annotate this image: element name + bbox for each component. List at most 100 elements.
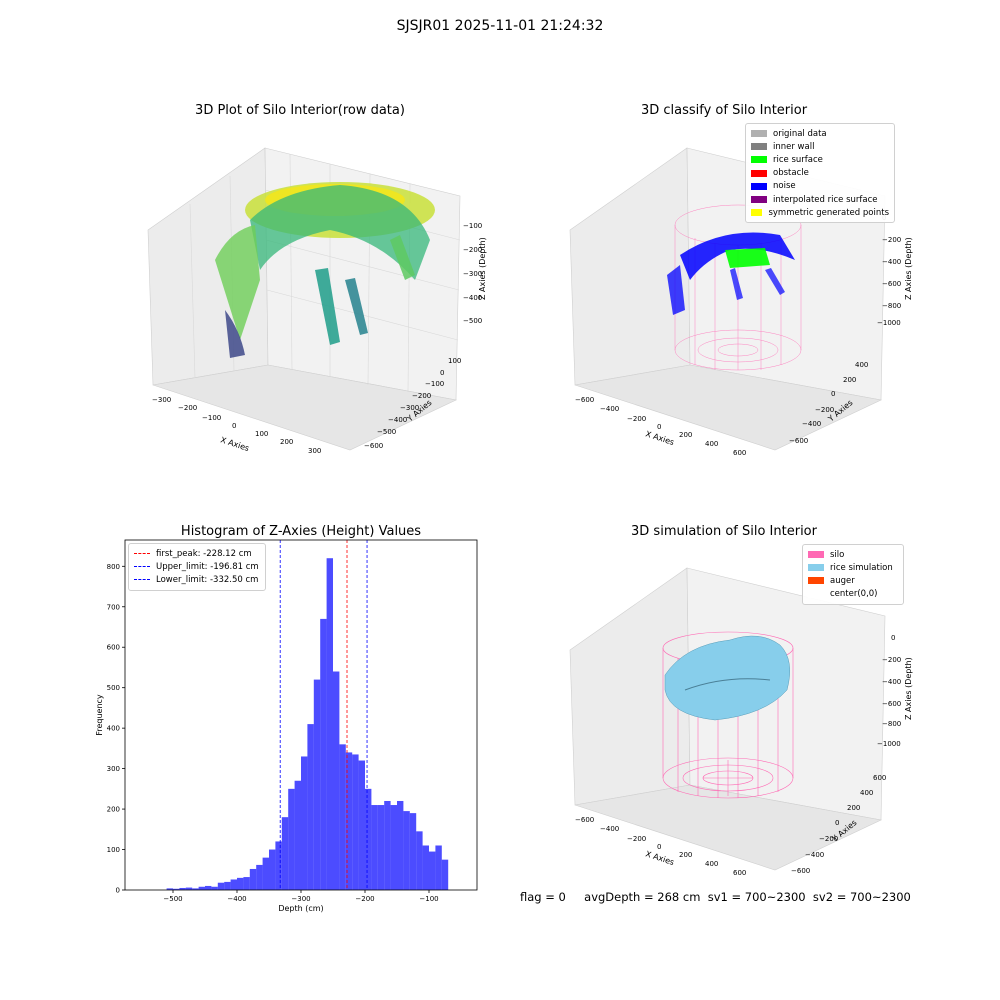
plot4-legend-label: center(0,0)	[830, 589, 878, 600]
plot4-legend-label: silo	[830, 549, 845, 560]
histogram-legend-label: Lower_limit: -332.50 cm	[156, 574, 259, 585]
histogram-y-tick-label: 0	[116, 887, 120, 895]
plot2-legend-label: symmetric generated points	[768, 207, 889, 218]
plot4-zlabel: Z Axies (Depth)	[904, 657, 913, 720]
histogram-legend-label: first_peak: -228.12 cm	[156, 548, 252, 559]
svg-text:200: 200	[679, 431, 692, 439]
svg-text:−600: −600	[575, 816, 594, 824]
svg-text:−100: −100	[425, 380, 444, 388]
plot2-legend: original data inner wall rice surface obsta…	[745, 123, 895, 224]
svg-text:−100: −100	[463, 222, 482, 230]
figure-title: SJSJR01 2025-11-01 21:24:32	[396, 18, 604, 34]
histogram-bar	[301, 756, 308, 890]
plot2-legend-label: noise	[773, 181, 796, 192]
plot2-legend-entry: symmetric generated points	[751, 206, 889, 219]
histogram-y-tick-label: 200	[107, 806, 120, 814]
histogram-bar	[365, 788, 372, 890]
svg-text:200: 200	[280, 438, 293, 446]
histogram-x-tick-label: −500	[163, 895, 182, 903]
histogram-bar	[384, 800, 391, 890]
histogram-bar	[371, 805, 378, 890]
histogram-legend-entry: Lower_limit: -332.50 cm	[134, 573, 260, 586]
plot2-legend-swatch	[751, 182, 767, 190]
plot4-xlabel: X Axies	[644, 849, 675, 867]
histogram-bar	[416, 831, 423, 890]
histogram-bar	[230, 879, 237, 890]
svg-text:0: 0	[831, 390, 835, 398]
histogram-bar	[173, 888, 180, 890]
svg-text:−100: −100	[202, 414, 221, 422]
histogram-bar	[320, 618, 327, 890]
histogram-bar	[224, 881, 231, 890]
svg-text:−300: −300	[152, 396, 171, 404]
svg-text:600: 600	[733, 869, 746, 877]
svg-text:400: 400	[705, 860, 718, 868]
svg-text:−300: −300	[463, 270, 482, 278]
svg-text:−400: −400	[882, 258, 901, 266]
histogram-legend-line	[134, 566, 150, 568]
histogram-bar	[262, 857, 269, 890]
status-footer: flag = 0 avgDepth = 268 cm sv1 = 700~230…	[520, 890, 911, 904]
plot1-title: 3D Plot of Silo Interior(row data)	[195, 103, 405, 118]
histogram-bar	[403, 811, 410, 890]
histogram-chart: −500 −400 −300 −200 −100 0 100 200 300 400 500 600 7…	[95, 539, 478, 913]
svg-text:400: 400	[705, 440, 718, 448]
plot4-legend-entry: rice simulation	[808, 561, 898, 574]
svg-text:−1000: −1000	[877, 740, 901, 748]
svg-text:600: 600	[733, 449, 746, 457]
histogram-bar	[377, 805, 385, 890]
histogram-legend-line	[134, 579, 150, 581]
svg-text:−400: −400	[600, 825, 619, 833]
svg-text:100: 100	[255, 430, 268, 438]
svg-text:−400: −400	[802, 420, 821, 428]
plot2-legend-swatch	[751, 143, 767, 151]
svg-text:−200: −200	[463, 246, 482, 254]
histogram-bar	[217, 882, 225, 890]
svg-text:100: 100	[448, 357, 461, 365]
svg-text:0: 0	[835, 819, 839, 827]
svg-text:0: 0	[232, 422, 236, 430]
plot2-3d-axes: −600 −400 −200 0 200 400 600 400 200 0 −200 −400…	[569, 147, 913, 457]
histogram-y-tick-label: 300	[107, 765, 120, 773]
histogram-bar	[313, 679, 321, 890]
svg-text:−600: −600	[789, 437, 808, 445]
stats-text: avgDepth = 268 cm sv1 = 700~2300 sv2 = 7…	[584, 890, 911, 904]
flag-text: flag = 0	[520, 890, 566, 904]
plot4-title: 3D simulation of Silo Interior	[631, 524, 817, 539]
svg-text:−800: −800	[882, 720, 901, 728]
histogram-bar	[288, 788, 295, 890]
plot2-legend-label: rice surface	[773, 154, 823, 165]
histogram-bar	[179, 887, 186, 890]
svg-text:−200: −200	[627, 835, 646, 843]
svg-text:−200: −200	[882, 656, 901, 664]
svg-text:200: 200	[843, 376, 856, 384]
plot2-legend-label: inner wall	[773, 141, 815, 152]
plot2-legend-label: interpolated rice surface	[773, 194, 878, 205]
svg-text:−400: −400	[882, 678, 901, 686]
svg-text:−400: −400	[805, 851, 824, 859]
histogram-bar	[326, 558, 333, 890]
histogram-bar	[409, 813, 417, 890]
histogram-bar	[211, 886, 218, 890]
histogram-bar	[269, 849, 276, 890]
histogram-legend-entry: Upper_limit: -196.81 cm	[134, 560, 260, 573]
svg-text:300: 300	[308, 447, 321, 455]
histogram-y-tick-label: 600	[107, 644, 120, 652]
plot2-legend-label: original data	[773, 128, 827, 139]
svg-text:0: 0	[440, 369, 444, 377]
histogram-y-tick-label: 500	[107, 684, 120, 692]
histogram-bar	[352, 754, 359, 890]
histogram-x-tick-label: −100	[419, 895, 438, 903]
svg-text:−800: −800	[882, 302, 901, 310]
histogram-bar	[345, 752, 353, 890]
plot4-legend-swatch	[808, 590, 824, 598]
svg-text:−400: −400	[600, 405, 619, 413]
plot4-legend-entry: center(0,0)	[808, 588, 898, 601]
svg-text:400: 400	[855, 361, 868, 369]
svg-text:200: 200	[679, 851, 692, 859]
svg-text:−200: −200	[815, 406, 834, 414]
svg-text:−600: −600	[882, 280, 901, 288]
plot2-legend-entry: rice surface	[751, 153, 889, 166]
plot4-legend-label: auger	[830, 575, 855, 586]
